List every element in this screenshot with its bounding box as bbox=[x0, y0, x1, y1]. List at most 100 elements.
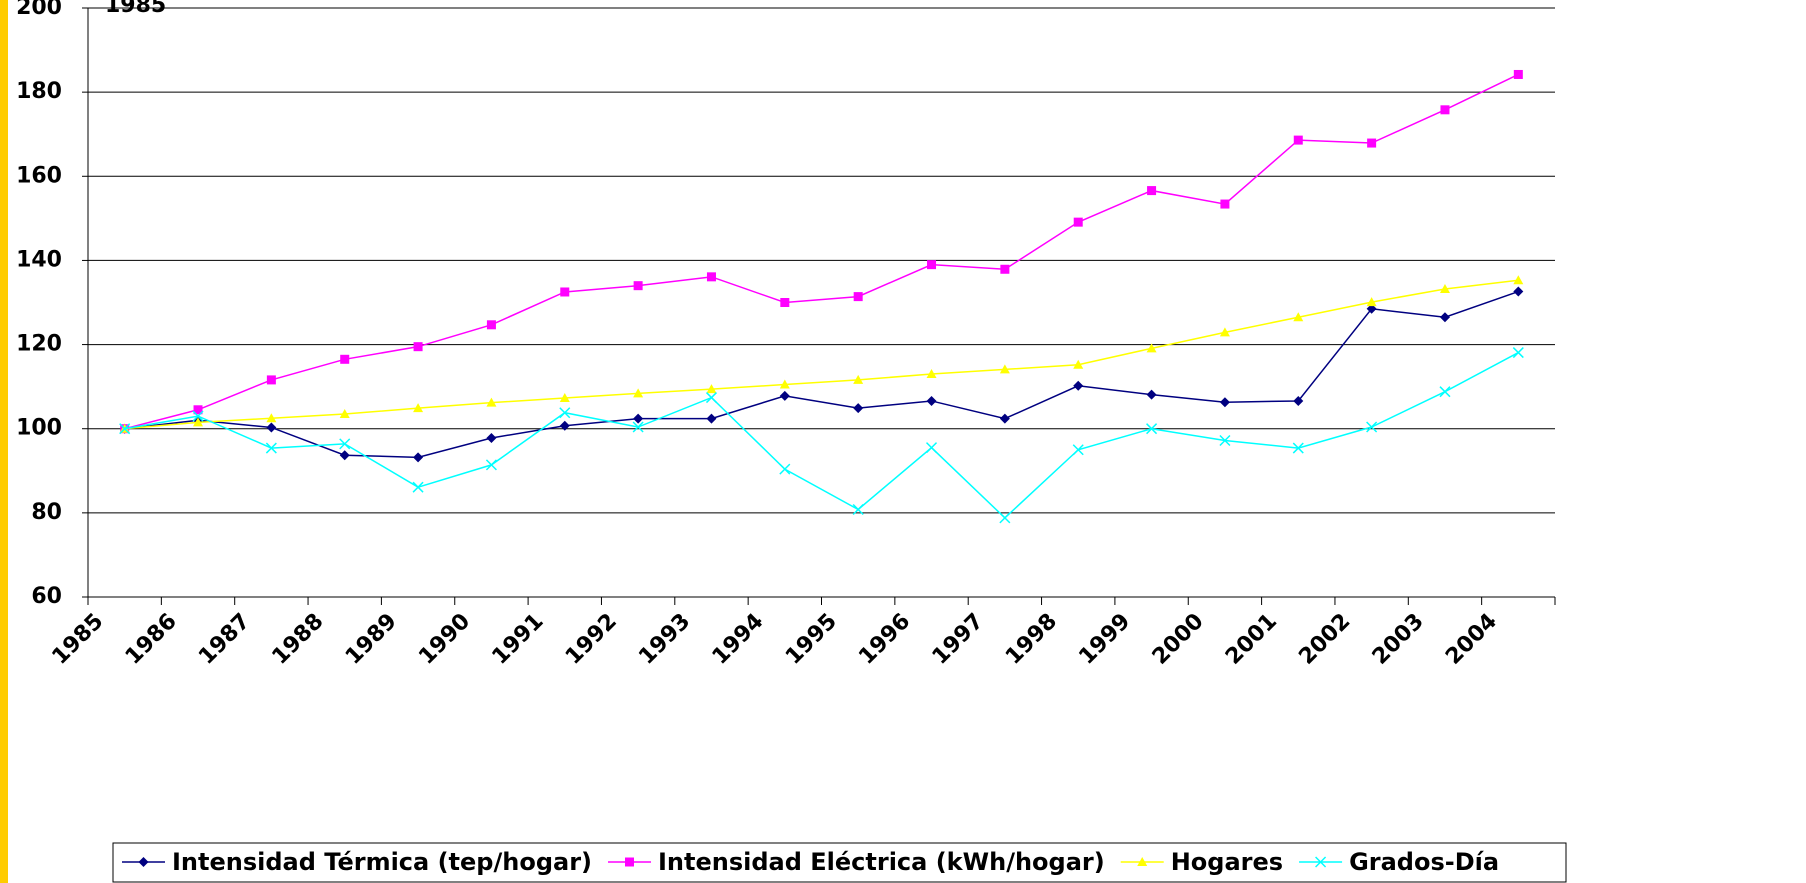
y-tick-label: 200 bbox=[16, 0, 62, 20]
data-point bbox=[559, 393, 570, 403]
data-point bbox=[1073, 359, 1084, 369]
data-point bbox=[999, 512, 1011, 524]
data-point bbox=[339, 438, 351, 450]
data-point bbox=[999, 364, 1010, 374]
data-point bbox=[266, 413, 277, 423]
y-tick-label: 180 bbox=[16, 79, 62, 104]
x-tick-label: 2004 bbox=[1441, 609, 1502, 670]
data-point bbox=[1146, 423, 1158, 435]
data-point bbox=[1513, 275, 1524, 285]
data-point bbox=[193, 405, 203, 415]
data-point bbox=[193, 417, 204, 427]
legend-marker bbox=[625, 857, 634, 867]
data-point bbox=[853, 374, 864, 384]
data-point bbox=[1220, 199, 1230, 209]
data-point bbox=[779, 390, 790, 401]
data-point bbox=[1219, 434, 1231, 447]
data-point bbox=[1366, 297, 1377, 307]
data-point bbox=[486, 320, 496, 330]
legend-marker bbox=[1315, 856, 1327, 868]
data-point bbox=[486, 432, 497, 443]
x-tick-label: 1998 bbox=[1001, 609, 1062, 670]
series-line bbox=[124, 73, 1519, 430]
data-point bbox=[1513, 69, 1523, 79]
data-point bbox=[633, 281, 643, 291]
data-point bbox=[706, 272, 716, 282]
series-line bbox=[124, 290, 1519, 459]
x-tick-label: 1987 bbox=[194, 609, 255, 670]
legend-label: Intensidad Eléctrica (kWh/hogar) bbox=[658, 848, 1105, 876]
data-point bbox=[1293, 312, 1304, 322]
data-point bbox=[853, 403, 864, 414]
x-tick-label: 1986 bbox=[121, 609, 182, 670]
data-point bbox=[559, 407, 571, 419]
data-point bbox=[1366, 303, 1377, 314]
x-tick-label: 1988 bbox=[268, 609, 329, 670]
data-point bbox=[927, 260, 937, 270]
x-tick-label: 1996 bbox=[854, 609, 915, 670]
y-tick-label: 140 bbox=[16, 247, 62, 272]
series-line bbox=[124, 279, 1519, 430]
x-tick-label: 2001 bbox=[1221, 609, 1282, 670]
data-point bbox=[925, 442, 938, 454]
data-point bbox=[633, 413, 644, 424]
data-point bbox=[926, 369, 937, 379]
x-tick-label: 1997 bbox=[928, 609, 989, 670]
data-point bbox=[705, 392, 718, 404]
data-point bbox=[339, 450, 350, 461]
y-tick-label: 120 bbox=[16, 332, 62, 357]
y-tick-label: 160 bbox=[16, 163, 62, 188]
data-point bbox=[266, 375, 276, 385]
data-point bbox=[413, 403, 424, 413]
data-point bbox=[1367, 138, 1377, 148]
data-point bbox=[1439, 386, 1451, 398]
data-point bbox=[1147, 186, 1157, 196]
data-point bbox=[779, 463, 791, 475]
y-tick-label: 60 bbox=[31, 584, 62, 609]
data-point bbox=[1073, 217, 1083, 227]
x-tick-label: 1992 bbox=[561, 609, 622, 670]
data-point bbox=[1440, 105, 1450, 115]
x-tick-label: 1989 bbox=[341, 609, 402, 670]
side-bar bbox=[0, 0, 8, 883]
data-point bbox=[485, 459, 497, 471]
x-tick-label: 2003 bbox=[1368, 609, 1429, 670]
data-point bbox=[1439, 312, 1450, 323]
x-tick-label: 1995 bbox=[781, 609, 842, 670]
x-tick-label: 1993 bbox=[634, 609, 695, 670]
data-point bbox=[1512, 347, 1524, 359]
data-point bbox=[119, 423, 131, 435]
data-point bbox=[339, 408, 350, 418]
legend-marker bbox=[138, 857, 149, 867]
data-point bbox=[412, 481, 424, 493]
data-point bbox=[1513, 286, 1524, 297]
data-point bbox=[1292, 442, 1304, 454]
legend-label: Intensidad Térmica (tep/hogar) bbox=[172, 848, 592, 876]
data-point bbox=[1293, 395, 1304, 406]
data-point bbox=[266, 422, 277, 433]
x-tick-label: 1985 bbox=[48, 609, 109, 670]
annotation: 1985 bbox=[105, 0, 166, 18]
legend-marker bbox=[1137, 857, 1148, 866]
legend-label: Grados-Día bbox=[1349, 848, 1499, 876]
x-tick-label: 2000 bbox=[1148, 609, 1209, 670]
data-point bbox=[852, 503, 864, 516]
x-tick-label: 1994 bbox=[708, 609, 769, 670]
series-line bbox=[124, 351, 1519, 519]
data-point bbox=[1000, 264, 1010, 274]
data-point bbox=[559, 420, 570, 431]
data-point bbox=[1146, 343, 1157, 353]
data-point bbox=[265, 442, 277, 454]
data-point bbox=[1073, 380, 1084, 391]
data-point bbox=[779, 379, 790, 389]
data-point bbox=[486, 397, 497, 407]
data-point bbox=[780, 298, 790, 307]
data-point bbox=[1219, 327, 1230, 337]
data-point bbox=[340, 354, 350, 364]
data-point bbox=[1146, 389, 1157, 400]
x-tick-label: 1991 bbox=[488, 609, 549, 670]
data-point bbox=[1366, 421, 1378, 433]
data-point bbox=[192, 410, 204, 422]
legend-label: Hogares bbox=[1171, 848, 1283, 876]
